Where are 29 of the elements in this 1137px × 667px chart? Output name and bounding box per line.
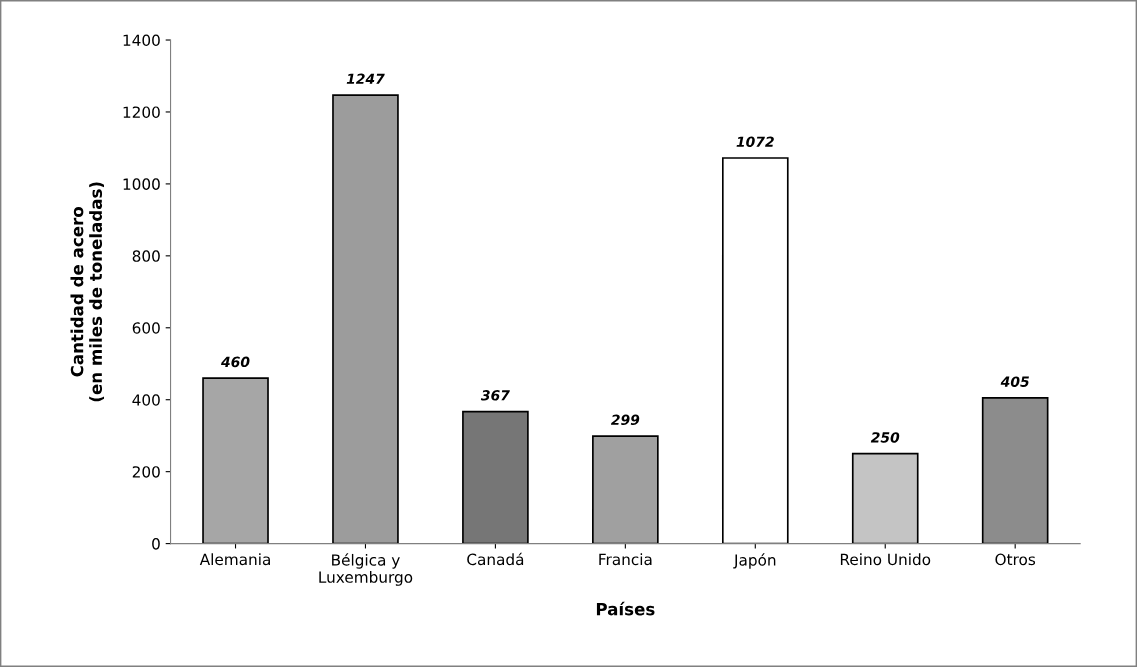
x-tick-label: Canadá xyxy=(467,552,524,566)
bar xyxy=(592,435,659,544)
y-tick-label: 400 xyxy=(132,394,160,406)
x-tick-label: Otros xyxy=(995,553,1036,566)
y-tick-label: 0 xyxy=(152,538,160,550)
data-label: 250 xyxy=(870,432,900,443)
data-label: 299 xyxy=(610,414,640,426)
bar xyxy=(332,94,399,544)
y-tick-label: 1200 xyxy=(123,106,160,118)
y-tick-label: 1400 xyxy=(123,34,160,47)
x-tick-label: Francia xyxy=(599,553,652,566)
data-label: 367 xyxy=(480,390,510,401)
y-tick-label: 1000 xyxy=(123,178,160,190)
data-label: 460 xyxy=(221,356,250,368)
bar xyxy=(721,157,789,544)
data-label: 1072 xyxy=(736,136,774,147)
y-tick-label: 600 xyxy=(132,322,160,334)
bar xyxy=(851,452,919,544)
x-tick-label: Alemania xyxy=(199,553,270,566)
y-tick-label: 800 xyxy=(132,250,160,262)
x-tick-label: Bélgica y Luxemburgo xyxy=(319,553,413,586)
data-label: 1247 xyxy=(346,73,385,84)
x-tick-label: Reino Unido xyxy=(840,553,931,566)
y-tick-label: 200 xyxy=(132,466,160,478)
x-tick-label: Japón xyxy=(733,553,776,569)
data-label: 405 xyxy=(1000,376,1029,387)
y-axis-title: Cantidad de acero (en miles de toneladas) xyxy=(70,182,105,402)
bar xyxy=(202,377,269,544)
x-axis-title: Países xyxy=(596,601,655,616)
